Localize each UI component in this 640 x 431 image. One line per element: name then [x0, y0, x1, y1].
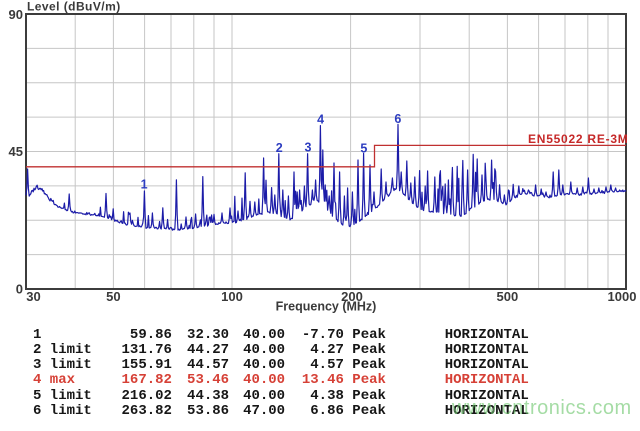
- svg-text:4: 4: [317, 112, 324, 126]
- svg-text:6: 6: [394, 112, 401, 126]
- svg-text:Frequency (MHz): Frequency (MHz): [276, 300, 377, 314]
- svg-text:Level (dBuV/m): Level (dBuV/m): [27, 0, 121, 14]
- svg-text:2: 2: [276, 141, 283, 155]
- svg-text:90: 90: [9, 7, 23, 22]
- svg-text:1000: 1000: [608, 289, 637, 304]
- svg-text:3: 3: [305, 141, 312, 155]
- svg-text:EN55022 RE-3M: EN55022 RE-3M: [528, 132, 628, 146]
- svg-text:200: 200: [341, 289, 363, 304]
- svg-text:45: 45: [9, 144, 23, 159]
- svg-text:100: 100: [221, 289, 243, 304]
- svg-text:50: 50: [106, 289, 120, 304]
- svg-text:30: 30: [26, 289, 40, 304]
- svg-text:5: 5: [360, 142, 367, 156]
- svg-text:0: 0: [16, 282, 23, 297]
- svg-text:500: 500: [497, 289, 519, 304]
- svg-text:1: 1: [141, 178, 148, 192]
